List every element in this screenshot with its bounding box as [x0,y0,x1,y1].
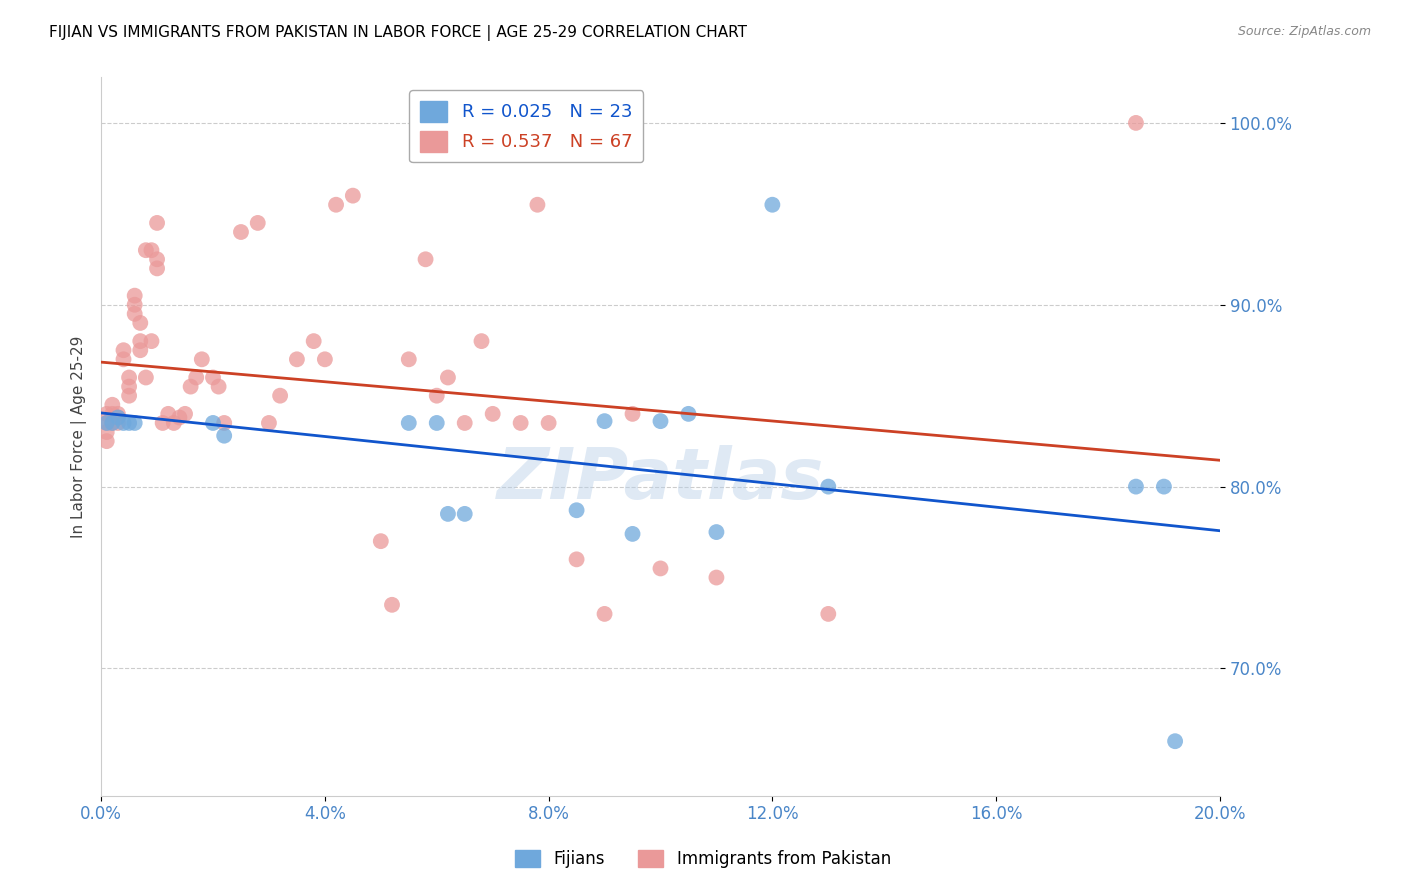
Point [107,407,129,421]
Point [101,398,124,412]
Point [1153,480,1175,494]
Point [112,343,135,358]
Point [180,379,202,393]
Point [593,414,616,428]
Point [169,410,191,425]
Point [426,416,449,430]
Point [381,598,404,612]
Point [706,524,728,539]
Point [650,414,672,428]
Point [678,407,700,421]
Point [212,428,235,442]
Point [454,416,477,430]
Point [107,416,129,430]
Point [537,416,560,430]
Point [621,527,644,541]
Point [129,334,152,348]
Point [437,507,460,521]
Point [96,416,118,430]
Point [565,503,588,517]
Point [141,334,163,348]
Point [157,407,180,421]
Point [415,252,437,267]
Point [118,389,141,403]
Legend: R = 0.025   N = 23, R = 0.537   N = 67: R = 0.025 N = 23, R = 0.537 N = 67 [409,90,643,162]
Point [101,416,124,430]
Point [118,416,141,430]
Text: FIJIAN VS IMMIGRANTS FROM PAKISTAN IN LABOR FORCE | AGE 25-29 CORRELATION CHART: FIJIAN VS IMMIGRANTS FROM PAKISTAN IN LA… [49,25,747,41]
Point [107,410,129,425]
Point [118,379,141,393]
Point [124,288,146,302]
Point [146,216,169,230]
Point [621,407,644,421]
Point [112,352,135,367]
Point [342,188,364,202]
Point [129,343,152,358]
Point [706,570,728,584]
Point [152,416,174,430]
Point [112,416,135,430]
Point [141,243,163,257]
Point [526,198,548,212]
Point [314,352,336,367]
Point [129,316,152,330]
Point [135,243,157,257]
Point [370,534,392,549]
Point [163,416,186,430]
Point [124,416,146,430]
Point [398,352,420,367]
Point [96,407,118,421]
Point [96,416,118,430]
Point [426,389,449,403]
Point [454,507,477,521]
Point [470,334,492,348]
Point [761,198,783,212]
Text: ZIPatlas: ZIPatlas [496,445,824,514]
Point [481,407,503,421]
Point [201,370,224,384]
Point [101,407,124,421]
Point [817,480,839,494]
Point [246,216,269,230]
Point [817,607,839,621]
Point [124,307,146,321]
Point [650,561,672,575]
Point [135,370,157,384]
Point [257,416,280,430]
Point [1164,734,1187,748]
Point [191,352,214,367]
Point [207,379,229,393]
Point [124,298,146,312]
Legend: Fijians, Immigrants from Pakistan: Fijians, Immigrants from Pakistan [509,843,897,875]
Point [96,425,118,439]
Y-axis label: In Labor Force | Age 25-29: In Labor Force | Age 25-29 [72,335,87,538]
Point [509,416,531,430]
Point [229,225,252,239]
Point [201,416,224,430]
Text: Source: ZipAtlas.com: Source: ZipAtlas.com [1237,25,1371,38]
Point [146,252,169,267]
Point [565,552,588,566]
Point [107,410,129,425]
Point [212,416,235,430]
Point [1125,480,1147,494]
Point [146,261,169,276]
Point [118,370,141,384]
Point [437,370,460,384]
Point [186,370,208,384]
Point [174,407,197,421]
Point [398,416,420,430]
Point [325,198,347,212]
Point [101,416,124,430]
Point [593,607,616,621]
Point [285,352,308,367]
Point [1125,116,1147,130]
Point [96,434,118,449]
Point [269,389,291,403]
Point [302,334,325,348]
